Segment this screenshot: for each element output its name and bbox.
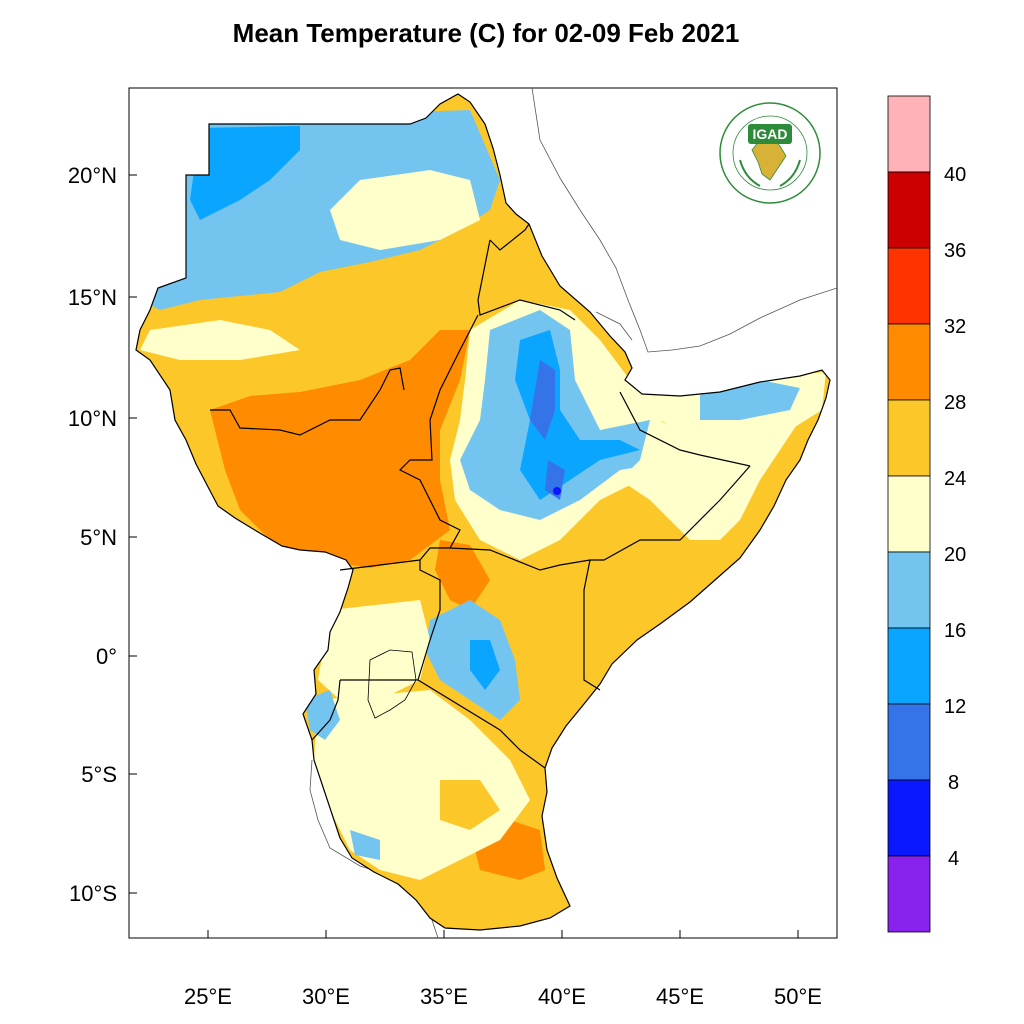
laurel-icon xyxy=(739,159,761,187)
lon-tick-label: 50°E xyxy=(774,984,822,1009)
lon-tick-label: 40°E xyxy=(538,984,586,1009)
laurel-icon xyxy=(779,159,801,187)
colorbar-swatch xyxy=(887,551,931,629)
colorbar-label: 8 xyxy=(948,772,959,794)
lon-tick-label: 45°E xyxy=(656,984,704,1009)
colorbar-swatch xyxy=(887,399,931,477)
logo-name: IGAD xyxy=(753,126,788,142)
map-title: Mean Temperature (C) for 02-09 Feb 2021 xyxy=(232,18,740,48)
colorbar-label: 36 xyxy=(944,240,966,262)
lat-tick-label: 10°N xyxy=(68,406,117,431)
colorbar xyxy=(887,95,931,933)
lat-tick-label: 0° xyxy=(96,644,117,669)
colorbar-label: 40 xyxy=(944,164,966,186)
lon-axis-labels: 25°E 30°E 35°E 40°E 45°E 50°E xyxy=(184,984,822,1009)
colorbar-swatch xyxy=(887,703,931,781)
country-borders xyxy=(135,93,831,931)
lat-axis-labels: 20°N 15°N 10°N 5°N 0° 5°S 10°S xyxy=(68,163,117,906)
colorbar-label: 28 xyxy=(944,392,966,414)
lon-tick-label: 35°E xyxy=(420,984,468,1009)
lon-tick-label: 30°E xyxy=(302,984,350,1009)
colorbar-label: 32 xyxy=(944,316,966,338)
colorbar-swatch xyxy=(887,855,931,933)
lon-tick-label: 25°E xyxy=(184,984,232,1009)
lat-tick-label: 20°N xyxy=(68,163,117,188)
lat-tick-label: 5°N xyxy=(80,525,117,550)
lat-tick-label: 15°N xyxy=(68,285,117,310)
colorbar-swatch xyxy=(887,323,931,401)
colorbar-label: 12 xyxy=(944,696,966,718)
colorbar-label: 4 xyxy=(948,848,959,870)
colorbar-swatch xyxy=(887,247,931,325)
colorbar-swatch xyxy=(887,779,931,857)
colorbar-labels: 40 36 32 28 24 20 16 12 8 4 xyxy=(944,164,966,870)
lat-tick-label: 5°S xyxy=(81,762,117,787)
colorbar-label: 20 xyxy=(944,544,966,566)
axis-ticks xyxy=(129,174,799,938)
colorbar-label: 24 xyxy=(944,468,966,490)
colorbar-swatch xyxy=(887,475,931,553)
colorbar-swatch xyxy=(887,627,931,705)
colorbar-label: 16 xyxy=(944,620,966,642)
colorbar-swatch xyxy=(887,171,931,249)
colorbar-swatch xyxy=(887,95,931,173)
lat-tick-label: 10°S xyxy=(69,881,117,906)
igad-logo: IGAD xyxy=(719,102,821,204)
